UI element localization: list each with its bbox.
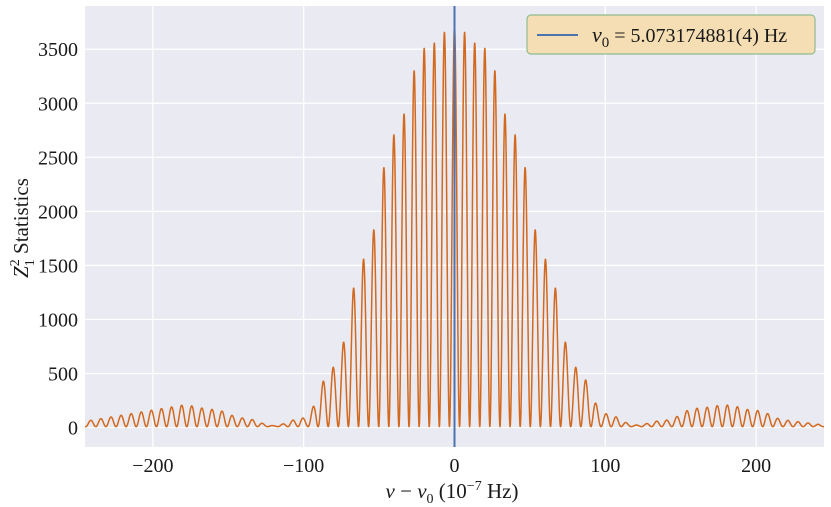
y-tick-label: 2000 [38, 201, 78, 223]
y-tick-label: 0 [68, 418, 78, 440]
x-tick-label: 100 [590, 455, 620, 477]
legend-label: ν0 = 5.073174881(4) Hz [592, 22, 787, 51]
y-tick-label: 1500 [38, 255, 78, 277]
x-tick-label: 0 [450, 455, 460, 477]
y-tick-label: 3500 [38, 39, 78, 61]
y-tick-labels: 0 500 1000 1500 2000 2500 3000 3500 [38, 39, 78, 439]
x-tick-label: −100 [283, 455, 324, 477]
y-tick-label: 2500 [38, 147, 78, 169]
y-tick-label: 1000 [38, 309, 78, 331]
legend-box [526, 14, 816, 55]
x-axis-label: ν − ν0 (10−7 Hz) [386, 479, 519, 507]
legend: ν0 = 5.073174881(4) Hz [526, 14, 816, 55]
x-tick-label: 200 [741, 455, 771, 477]
y-tick-label: 500 [48, 364, 78, 386]
x-tick-label: −200 [132, 455, 173, 477]
y-axis-label: Z12 Statistics [8, 178, 38, 278]
y-tick-label: 3000 [38, 93, 78, 115]
x-tick-labels: −200 −100 0 100 200 [132, 455, 771, 477]
